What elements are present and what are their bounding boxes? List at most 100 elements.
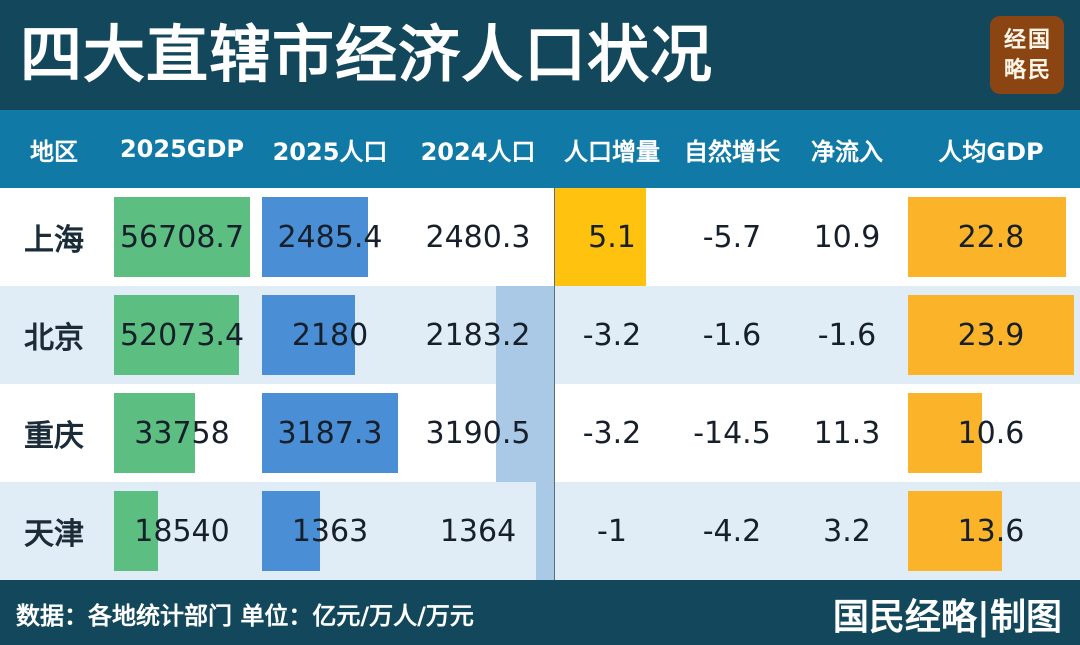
value-pop2024: 2183.2 <box>425 317 531 353</box>
bar-layer <box>0 188 1080 286</box>
cell-pop_growth: -3.2 <box>552 384 672 482</box>
logo-char-bottom-left: 略 <box>1003 57 1026 83</box>
zero-axis-line <box>554 286 555 384</box>
cell-natural: -4.2 <box>672 482 792 580</box>
table-row: 上海 56708.7 2485.4 2480.3 5.1 -5.7 10.9 22.8 <box>0 188 1080 286</box>
cell-net_inflow: -1.6 <box>792 286 902 384</box>
cell-gdp2025: 18540 <box>108 482 256 580</box>
value-gdp2025: 56708.7 <box>119 219 245 255</box>
value-natural: -4.2 <box>702 513 762 549</box>
bar-gdp-per-capita <box>908 197 1067 277</box>
column-header-net_inflow: 净流入 <box>811 137 883 166</box>
zero-axis-line <box>554 384 555 482</box>
cell-pop2024: 2480.3 <box>404 188 552 286</box>
value-natural: -14.5 <box>693 415 771 451</box>
cell-region: 重庆 <box>0 384 108 482</box>
bar-population-growth <box>496 384 554 482</box>
value-pop_growth: -1 <box>597 513 627 549</box>
value-net_inflow: 11.3 <box>813 415 881 451</box>
zero-axis-line <box>554 188 555 286</box>
region-label: 上海 <box>24 223 84 258</box>
bar-layer <box>0 384 1080 482</box>
column-header-pop2024: 2024人口 <box>420 137 536 166</box>
value-pop2024: 1364 <box>439 513 517 549</box>
bar-gdp-2025 <box>114 295 239 375</box>
column-header-natural: 自然增长 <box>684 137 780 166</box>
value-net_inflow: -1.6 <box>817 317 877 353</box>
bar-gdp-2025 <box>114 197 250 277</box>
bar-layer <box>0 482 1080 580</box>
cell-pop_growth: 5.1 <box>552 188 672 286</box>
value-natural: -1.6 <box>702 317 762 353</box>
value-net_inflow: 3.2 <box>823 513 871 549</box>
bar-population-2025 <box>262 491 321 571</box>
cell-gdp2025: 52073.4 <box>108 286 256 384</box>
cell-pop_growth: -3.2 <box>552 286 672 384</box>
logo-column-left: 经 略 <box>1004 25 1026 85</box>
value-natural: -5.7 <box>702 219 762 255</box>
bar-gdp-per-capita <box>908 393 982 473</box>
cell-gdp_percap: 10.6 <box>902 384 1080 482</box>
value-gdp_percap: 13.6 <box>957 513 1025 549</box>
region-label: 天津 <box>24 517 84 552</box>
table-row: 天津 18540 1363 1364 -1 -4.2 3.2 13.6 <box>0 482 1080 580</box>
cell-region: 天津 <box>0 482 108 580</box>
value-pop_growth: -3.2 <box>582 317 642 353</box>
cell-gdp_percap: 23.9 <box>902 286 1080 384</box>
page-title: 四大直辖市经济人口状况 <box>20 18 714 91</box>
value-pop2024: 2480.3 <box>425 219 531 255</box>
value-pop2025: 1363 <box>291 513 369 549</box>
value-pop2025: 3187.3 <box>277 415 383 451</box>
region-label: 重庆 <box>24 419 84 454</box>
value-pop_growth: 5.1 <box>588 219 636 255</box>
cell-pop_growth: -1 <box>552 482 672 580</box>
table-body: 上海 56708.7 2485.4 2480.3 5.1 -5.7 10.9 22.8 北京 52… <box>0 188 1080 580</box>
cell-gdp2025: 56708.7 <box>108 188 256 286</box>
bar-population-growth <box>554 188 646 286</box>
cell-net_inflow: 11.3 <box>792 384 902 482</box>
title-bar: 四大直辖市经济人口状况 国 民 经 略 <box>0 0 1080 110</box>
value-pop_growth: -3.2 <box>582 415 642 451</box>
footer-bar: 数据：各地统计部门 单位：亿元/万人/万元 国民经略|制图 <box>0 580 1080 645</box>
region-label: 北京 <box>24 321 84 356</box>
bar-population-growth <box>535 482 554 580</box>
logo-char-bottom-right: 民 <box>1028 57 1051 83</box>
value-gdp_percap: 22.8 <box>957 219 1025 255</box>
column-header-gdp2025: 2025GDP <box>119 135 244 163</box>
value-net_inflow: 10.9 <box>813 219 881 255</box>
cell-region: 北京 <box>0 286 108 384</box>
cell-pop2025: 2485.4 <box>256 188 404 286</box>
value-pop2025: 2180 <box>291 317 369 353</box>
bar-population-2025 <box>262 393 398 473</box>
value-gdp2025: 52073.4 <box>119 317 245 353</box>
bar-layer <box>0 286 1080 384</box>
data-table: 国民经略 经略 地区2025GDP2025人口2024人口人口增量自然增长净流入… <box>0 110 1080 580</box>
bar-population-2025 <box>262 295 356 375</box>
column-header-gdp_percap: 人均GDP <box>938 137 1044 166</box>
cell-gdp_percap: 13.6 <box>902 482 1080 580</box>
value-pop2025: 2485.4 <box>277 219 383 255</box>
value-pop2024: 3190.5 <box>425 415 531 451</box>
table-header-row: 地区 2025GDP 2025人口 2024人口 人口增量 自然增长 净流入 人均GDP <box>0 110 1080 188</box>
column-header-pop2025: 2025人口 <box>272 137 388 166</box>
cell-natural: -1.6 <box>672 286 792 384</box>
zero-axis-line <box>554 482 555 580</box>
cell-gdp_percap: 22.8 <box>902 188 1080 286</box>
column-header-pop_growth: 人口增量 <box>564 137 660 166</box>
cell-pop2025: 2180 <box>256 286 404 384</box>
bar-population-2025 <box>262 197 369 277</box>
table-row: 重庆 33758 3187.3 3190.5 -3.2 -14.5 11.3 10.6 <box>0 384 1080 482</box>
bar-gdp-2025 <box>114 491 159 571</box>
cell-region: 上海 <box>0 188 108 286</box>
logo-column-right: 国 民 <box>1028 25 1050 85</box>
cell-pop2025: 1363 <box>256 482 404 580</box>
cell-natural: -14.5 <box>672 384 792 482</box>
credit-label: 国民经略|制图 <box>832 596 1062 638</box>
source-note: 数据：各地统计部门 单位：亿元/万人/万元 <box>16 602 474 630</box>
cell-pop2025: 3187.3 <box>256 384 404 482</box>
value-gdp2025: 33758 <box>134 415 230 451</box>
bar-gdp-per-capita <box>908 295 1074 375</box>
cell-gdp2025: 33758 <box>108 384 256 482</box>
value-gdp2025: 18540 <box>134 513 230 549</box>
